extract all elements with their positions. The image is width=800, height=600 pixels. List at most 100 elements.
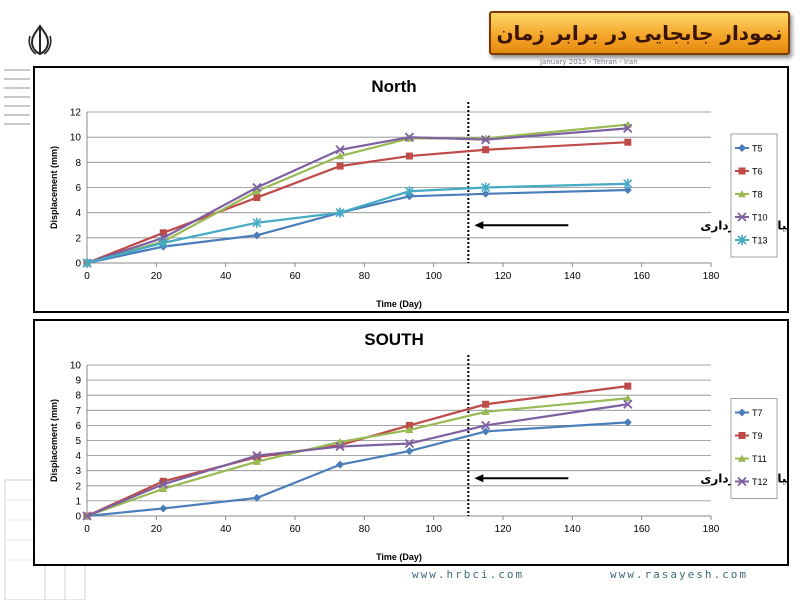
south-point-t9 <box>624 382 632 390</box>
south-x-tick-label: 60 <box>289 524 301 535</box>
south-legend-marker-t9 <box>738 432 746 439</box>
north-series-line-t6 <box>86 141 628 265</box>
south-point-t11 <box>481 407 490 416</box>
north-legend-marker-t6 <box>738 167 746 175</box>
north-point-t10 <box>252 182 262 193</box>
north-point-t6 <box>624 138 632 146</box>
north-point-t6 <box>482 146 490 154</box>
south-y-tick-label: 4 <box>75 451 81 462</box>
south-legend-label-t7: T7 <box>752 408 763 418</box>
north-y-tick-label: 8 <box>75 158 81 169</box>
north-y-tick-label: 0 <box>75 259 81 270</box>
south-x-tick-label: 160 <box>633 524 650 535</box>
north-point-t6 <box>336 162 344 170</box>
south-point-t9 <box>159 477 167 485</box>
south-legend-label-t9: T9 <box>752 431 763 441</box>
south-x-tick-label: 120 <box>495 524 512 535</box>
north-x-axis-label: Time (Day) <box>376 299 422 309</box>
south-series-line-t7 <box>86 421 628 518</box>
north-point-t13 <box>158 237 168 248</box>
north-point-t10 <box>404 132 415 142</box>
south-legend-label-t11: T11 <box>752 454 767 464</box>
north-point-t5 <box>623 186 632 195</box>
north-series-line-t5 <box>86 188 628 265</box>
north-y-axis-label: Displacement (mm) <box>49 146 59 229</box>
south-x-axis-label: Time (Day) <box>376 552 422 562</box>
south-point-t12 <box>623 399 633 409</box>
north-point-t13 <box>335 207 345 218</box>
north-y-tick-label: 2 <box>75 233 81 244</box>
south-point-t7 <box>336 460 345 469</box>
south-y-tick-label: 1 <box>75 496 81 507</box>
north-legend-marker-t10 <box>737 212 747 222</box>
north-point-t5 <box>252 231 261 240</box>
north-y-tick-label: 4 <box>75 208 81 219</box>
north-point-t13 <box>623 178 633 189</box>
north-annotation-arrowhead <box>474 221 484 230</box>
north-legend-label-t6: T6 <box>752 167 763 177</box>
south-x-tick-label: 40 <box>220 524 232 535</box>
south-annotation-arrowhead <box>474 474 484 483</box>
south-legend-marker-t11 <box>738 454 746 462</box>
south-point-t12 <box>82 511 92 521</box>
sidebar-decoration <box>4 62 34 132</box>
north-series-line-t13 <box>86 182 628 265</box>
north-y-tick-label: 10 <box>70 133 82 144</box>
north-point-t10 <box>623 123 633 133</box>
south-x-tick-label: 180 <box>703 524 720 535</box>
north-chart-panel: North 0 2 4 6 8 10 12 0 20 40 60 80 100 120 140 160 180 Ti… <box>33 66 789 313</box>
south-point-t12 <box>404 438 415 449</box>
south-y-axis-label: Displacement (mm) <box>49 399 59 482</box>
north-point-t13 <box>82 258 92 268</box>
north-legend-label-t5: T5 <box>752 144 763 154</box>
south-y-tick-label: 9 <box>75 376 81 387</box>
south-point-t7 <box>405 447 414 456</box>
south-point-t7 <box>159 504 168 513</box>
north-point-t13 <box>481 182 491 193</box>
south-y-tick-label: 0 <box>75 512 81 523</box>
north-point-t13 <box>404 186 414 197</box>
north-x-tick-label: 20 <box>151 271 163 282</box>
south-point-t11 <box>159 484 168 493</box>
footer-link-rasayesh[interactable]: www.rasayesh.com <box>610 568 748 581</box>
north-x-tick-label: 160 <box>633 271 650 282</box>
north-x-tick-label: 120 <box>495 271 512 282</box>
north-legend-label-t10: T10 <box>752 213 768 223</box>
south-point-t11 <box>405 425 414 434</box>
south-point-t11 <box>252 457 261 465</box>
north-x-tick-label: 0 <box>84 271 90 282</box>
south-chart-title: SOUTH <box>364 330 424 349</box>
north-legend-marker-t13 <box>737 235 747 245</box>
south-x-tick-label: 0 <box>84 524 90 535</box>
north-x-tick-label: 60 <box>289 271 301 282</box>
south-point-t12 <box>335 441 345 452</box>
south-legend-marker-t12 <box>737 476 747 487</box>
north-x-tick-label: 140 <box>564 271 581 282</box>
south-y-tick-label: 7 <box>75 406 81 417</box>
south-point-t11 <box>623 394 632 402</box>
footer-link-hrbci[interactable]: www.hrbci.com <box>412 568 525 581</box>
north-x-tick-label: 180 <box>703 271 720 282</box>
south-point-t7 <box>481 427 490 436</box>
north-point-t8 <box>252 187 261 195</box>
south-point-t9 <box>253 453 261 461</box>
south-point-t12 <box>481 420 491 431</box>
south-x-tick-label: 100 <box>425 524 442 535</box>
south-chart-panel: SOUTH 0 1 2 3 4 5 6 7 8 9 10 0 20 40 60 80 100 120 140 160 18… <box>33 319 789 566</box>
south-legend-label-t12: T12 <box>752 477 768 487</box>
north-legend-label-t8: T8 <box>752 190 763 200</box>
south-point-t12 <box>252 450 262 461</box>
south-y-tick-label: 5 <box>75 436 81 447</box>
north-x-tick-label: 80 <box>359 271 371 282</box>
south-series-line-t12 <box>86 403 628 518</box>
south-x-tick-label: 140 <box>564 524 581 535</box>
reference-text: January 2015 - Tehran - Iran <box>540 58 638 66</box>
page-title: نمودار جابجایی در برابر زمان <box>489 11 790 55</box>
north-point-t10 <box>481 135 491 145</box>
south-y-tick-label: 2 <box>75 481 81 492</box>
north-point-t5 <box>481 189 490 198</box>
emblem-logo <box>28 24 52 56</box>
page-title-text: نمودار جابجایی در برابر زمان <box>496 21 783 45</box>
